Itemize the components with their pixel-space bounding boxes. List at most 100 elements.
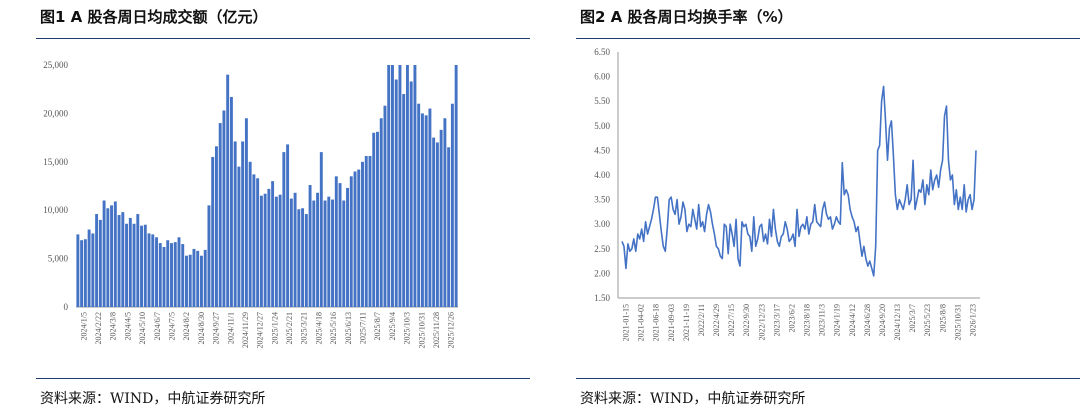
x-tick-label: 2024/9/20 [878,304,887,336]
x-tick-label: 2024/12/13 [893,304,902,340]
bar [413,65,417,307]
x-tick-label: 2025/4/18 [314,312,323,344]
bar [417,103,421,307]
bar [297,209,301,307]
bar [132,223,136,307]
bar [83,239,87,307]
right-top-rule [576,38,1080,39]
x-tick-label: 2025/8/8 [938,304,947,332]
bar [181,244,185,307]
bar [312,200,316,307]
bar [361,161,364,307]
bar [259,195,263,307]
x-tick-label: 2024/4/12 [848,304,857,336]
bar [293,192,297,307]
bar [353,171,357,307]
bar [151,234,155,307]
x-tick-label: 2022/7/15 [727,304,736,336]
bar [349,176,353,307]
bar [76,234,80,307]
line-chart: 1.50 2.00 2.50 3.00 3.50 4.00 4.50 5.00 5.50 6.00… [594,47,980,341]
bar [282,152,286,307]
x-tick-label: 2025/12/26 [447,312,456,348]
y-tick-label: 2.50 [594,244,610,254]
bar [376,131,379,307]
bar [125,223,129,307]
bar [435,142,439,307]
x-tick-label: 2025/5/23 [923,304,932,336]
bar [428,108,432,307]
bar [136,214,140,307]
x-tick-label: 2025/8/7 [373,312,382,340]
bar [166,240,170,307]
x-tick-label: 2021-11-19 [682,304,691,341]
bar [327,196,331,307]
x-tick-label: 2025/10/3 [403,312,412,344]
bar [91,233,95,307]
x-tick-label: 2024/2/22 [94,312,103,344]
y-tick-label: 1.50 [594,293,610,303]
bar [147,233,151,307]
bar [420,113,424,308]
x-tick-label: 2023/6/2 [787,304,796,332]
bar [383,105,387,307]
x-tick-label: 2026/1/23 [968,304,977,336]
x-tick-label: 2022/9/30 [742,304,751,336]
y-tick-label: 20,000 [43,108,68,118]
bar-chart: 0 5,000 10,000 15,000 20,000 25,000 2024/1/5 20… [43,60,458,348]
x-tick-label: 2024/11/29 [241,312,250,348]
bar [121,212,125,307]
bar [405,65,409,307]
x-tick-label: 2024/4/5 [123,312,132,340]
bar [222,110,226,307]
bar [203,249,207,307]
bar [409,81,413,308]
bar [323,200,327,307]
bar [271,181,275,307]
x-tick-label: 2022/2/11 [697,304,706,336]
x-tick-label: 2025/3/7 [908,304,917,332]
left-top-rule [36,38,530,39]
bar [289,198,293,307]
bar [177,237,181,307]
bar [256,178,260,307]
bar [304,214,308,307]
bar [248,161,252,307]
bar [432,137,436,307]
y-tick-label: 6.50 [594,47,610,57]
bar [278,194,282,307]
bar [237,166,241,307]
bar [117,215,121,307]
x-tick-label: 2024/8/30 [197,312,206,344]
x-tick-label: 2024/1/19 [833,304,842,336]
bar [424,115,428,307]
x-tick-label: 2025/10/31 [417,312,426,348]
bar [454,65,458,307]
right-bottom-rule [576,378,1080,379]
left-source-note: 资料来源：WIND，中航证券研究所 [40,391,266,407]
y-tick-label: 5.50 [594,96,610,106]
bar [102,200,106,307]
right-chart-title: 图2 A 股各周日均换手率（%） [580,8,793,26]
y-tick-label: 0 [64,302,69,312]
y-tick-label: 4.50 [594,145,610,155]
x-tick-label: 2024/9/27 [212,312,221,344]
bar [342,200,346,307]
bar [106,208,110,307]
bar [244,118,248,308]
bar [450,103,454,307]
left-chart-panel: 图1 A 股各周日均成交额（亿元） 0 5,000 10,000 15,000 20,0… [0,0,530,419]
bar [263,193,267,307]
x-tick-label: 2025/10/31 [953,304,962,340]
x-tick-label: 2025/2/21 [285,312,294,344]
bar [267,188,271,307]
x-tick-label: 2024/3/8 [109,312,118,340]
bar [439,129,443,307]
y-tick-label: 15,000 [43,157,68,167]
bar [379,118,383,308]
y-tick-label: 6.00 [594,72,610,82]
left-chart-title: 图1 A 股各周日均成交额（亿元） [40,8,268,26]
x-tick-label: 2024/11/1 [226,312,235,344]
x-tick-label: 2024/12/27 [256,312,265,348]
bar [95,214,99,307]
